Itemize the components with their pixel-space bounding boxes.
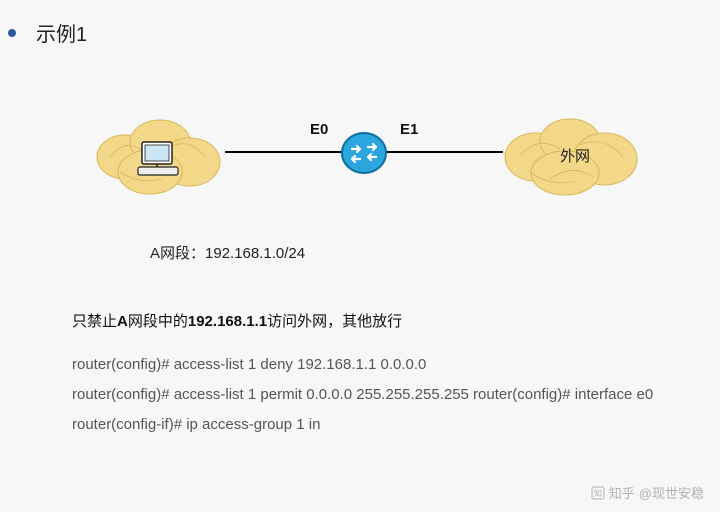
- desc-suffix: 访问外网，其他放行: [267, 313, 402, 330]
- svg-text:知: 知: [594, 488, 602, 498]
- link-right: [385, 151, 503, 153]
- watermark: 知 知乎 @现世安稳: [591, 483, 704, 502]
- desc-bold2: 192.168.1.1: [188, 313, 267, 330]
- cloud-a: [90, 107, 230, 197]
- watermark-author: @现世安稳: [639, 483, 704, 502]
- bullet-icon: [8, 29, 16, 37]
- iface-e0-label: E0: [310, 121, 328, 138]
- header: 示例1: [0, 0, 720, 47]
- description: 只禁止A网段中的192.168.1.1访问外网，其他放行: [72, 311, 720, 334]
- code-block: router(config)# access-list 1 deny 192.1…: [72, 350, 672, 440]
- computer-icon: [138, 142, 178, 175]
- code-line: router(config-if)# ip access-group 1 in: [72, 410, 672, 440]
- code-line: router(config)# access-list 1 deny 192.1…: [72, 350, 672, 380]
- desc-prefix: 只禁止: [72, 313, 117, 330]
- desc-mid1: 网段中的: [128, 313, 188, 330]
- watermark-brand: 知乎: [609, 483, 635, 502]
- wan-label: 外网: [560, 145, 590, 166]
- segment-label: A网段：192.168.1.0/24: [150, 242, 720, 263]
- network-diagram: E0 E1 外网: [10, 87, 710, 227]
- link-left: [225, 151, 343, 153]
- router-icon: [340, 129, 388, 177]
- desc-bold1: A: [117, 313, 128, 330]
- iface-e1-label: E1: [400, 121, 418, 138]
- page-title: 示例1: [36, 18, 87, 47]
- code-line: router(config)# access-list 1 permit 0.0…: [72, 380, 672, 410]
- zhihu-icon: 知: [591, 486, 605, 500]
